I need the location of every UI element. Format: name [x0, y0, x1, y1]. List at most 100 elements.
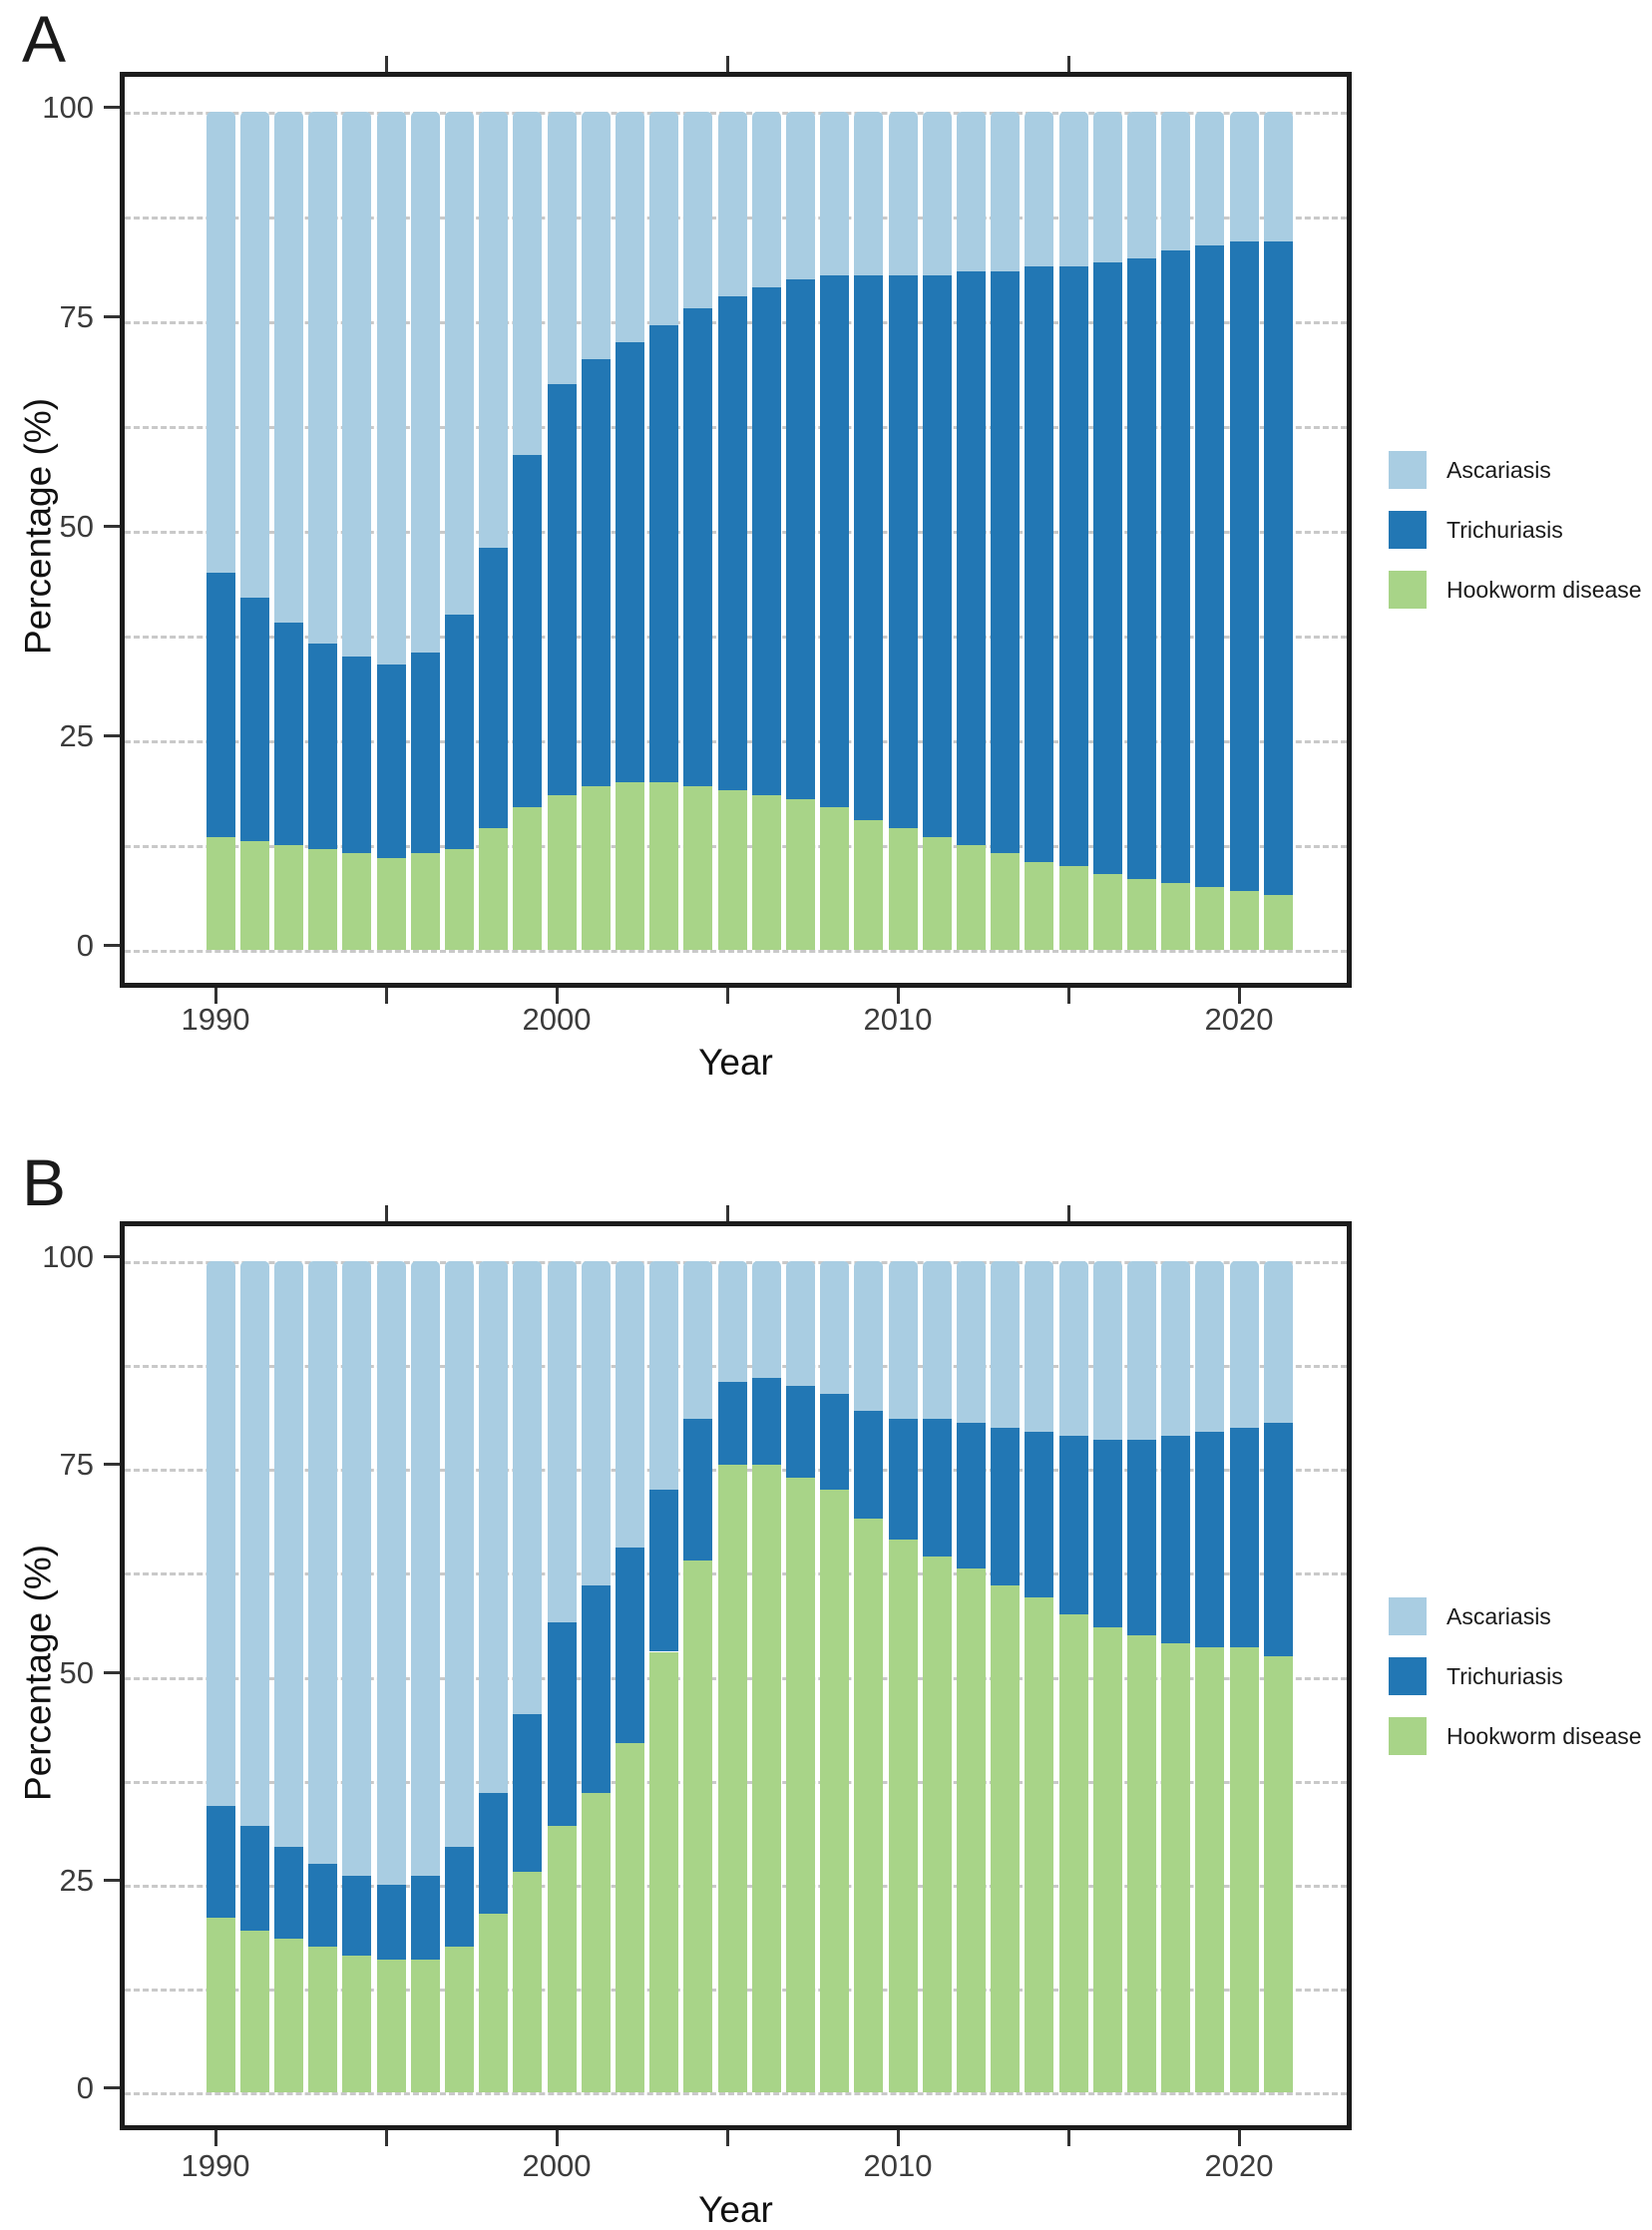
bar-segment-trichuriasis: [956, 270, 986, 845]
bar-segment-hookworm: [991, 853, 1021, 950]
bar-segment-trichuriasis: [1126, 258, 1156, 879]
bar-segment-ascariasis: [239, 1261, 269, 1827]
bar-segment-trichuriasis: [751, 287, 781, 795]
bar-segment-hookworm: [239, 1930, 269, 2092]
bar-segment-trichuriasis: [410, 652, 440, 854]
bar-segment-trichuriasis: [273, 623, 303, 845]
bar-segment-hookworm: [342, 853, 372, 950]
bar-segment-ascariasis: [922, 112, 952, 275]
bar-segment-hookworm: [547, 1826, 577, 2092]
bar-segment-trichuriasis: [717, 1381, 747, 1466]
bar-segment-hookworm: [1058, 866, 1088, 950]
bar-segment-hookworm: [956, 845, 986, 950]
legend-item-ascariasis: Ascariasis: [1389, 1597, 1648, 1637]
bar-segment-ascariasis: [820, 1261, 850, 1395]
bar-segment-trichuriasis: [785, 279, 815, 799]
bar-segment-hookworm: [479, 828, 509, 950]
bar-segment-hookworm: [206, 1918, 235, 2092]
bar-segment-hookworm: [1058, 1614, 1088, 2092]
bar-segment-hookworm: [273, 845, 303, 950]
bar-segment-ascariasis: [581, 112, 611, 359]
bar-segment-hookworm: [1092, 1626, 1122, 2092]
bar-segment-hookworm: [922, 836, 952, 950]
bar-segment-trichuriasis: [376, 665, 406, 858]
bar-segment-ascariasis: [683, 112, 713, 309]
y-axis-tick: [104, 1255, 120, 1258]
bar-segment-trichuriasis: [444, 615, 474, 850]
bar-segment-ascariasis: [854, 1261, 884, 1411]
bar-segment-trichuriasis: [513, 1713, 543, 1873]
bar-segment-hookworm: [717, 790, 747, 950]
bar-segment-hookworm: [649, 1651, 679, 2092]
y-axis-tick: [104, 1670, 120, 1674]
bar-segment-hookworm: [479, 1913, 509, 2092]
bar-segment-hookworm: [854, 819, 884, 950]
gridline-0: [125, 2092, 1347, 2095]
y-axis-tick: [104, 734, 120, 737]
bar-segment-hookworm: [1126, 1634, 1156, 2092]
bar-segment-hookworm: [683, 786, 713, 950]
bar-segment-hookworm: [854, 1519, 884, 2092]
bar-segment-hookworm: [751, 794, 781, 950]
bar-segment-ascariasis: [479, 112, 509, 548]
bar-segment-ascariasis: [308, 112, 338, 645]
bar-segment-ascariasis: [922, 1261, 952, 1420]
bar-segment-ascariasis: [956, 112, 986, 271]
legend-label-hookworm: Hookworm disease: [1446, 1723, 1642, 1749]
bar-segment-hookworm: [888, 1540, 918, 2092]
bar-segment-ascariasis: [751, 112, 781, 288]
bar-segment-trichuriasis: [820, 1394, 850, 1491]
y-tick-label: 0: [76, 2070, 94, 2105]
bar-segment-trichuriasis: [206, 1805, 235, 1919]
bar-segment-trichuriasis: [479, 547, 509, 829]
plot-area: [120, 1221, 1352, 2130]
bar-segment-ascariasis: [410, 1261, 440, 1877]
y-tick-label: 100: [42, 90, 94, 125]
bar-segment-ascariasis: [239, 112, 269, 599]
bar-segment-ascariasis: [717, 1261, 747, 1382]
legend-swatch-ascariasis: [1389, 451, 1427, 489]
bar-segment-ascariasis: [991, 1261, 1021, 1428]
bar-segment-hookworm: [342, 1955, 372, 2092]
plot-area: [120, 72, 1352, 988]
bar-segment-trichuriasis: [820, 274, 850, 808]
bar-segment-ascariasis: [206, 112, 235, 573]
x-tick-label: 2000: [522, 2148, 592, 2183]
bar-segment-hookworm: [1025, 861, 1054, 950]
legend-label-ascariasis: Ascariasis: [1446, 1603, 1551, 1629]
x-tick-label: 2010: [863, 1002, 933, 1037]
bar-segment-hookworm: [683, 1560, 713, 2092]
x-tick-label: 1990: [181, 1002, 250, 1037]
bar-segment-hookworm: [273, 1938, 303, 2092]
bar-segment-trichuriasis: [1092, 262, 1122, 875]
bar-segment-ascariasis: [410, 112, 440, 653]
y-tick-label: 25: [59, 718, 94, 753]
bar-segment-trichuriasis: [1229, 1427, 1259, 1648]
bar-segment-hookworm: [410, 1959, 440, 2092]
bar-segment-trichuriasis: [581, 1584, 611, 1794]
bar-segment-ascariasis: [581, 1261, 611, 1585]
panel-a-letter: A: [22, 2, 67, 76]
bar-segment-trichuriasis: [444, 1847, 474, 1948]
bar-segment-trichuriasis: [273, 1847, 303, 1939]
bar-segment-trichuriasis: [1058, 1435, 1088, 1615]
bar-segment-trichuriasis: [1229, 241, 1259, 892]
bar-segment-hookworm: [206, 836, 235, 950]
x-axis-tick: [214, 2130, 217, 2146]
bar-segment-hookworm: [308, 1947, 338, 2092]
x-axis-top-tick: [1067, 1205, 1070, 1221]
legend-item-trichuriasis: Trichuriasis: [1389, 511, 1648, 551]
bar-segment-hookworm: [785, 798, 815, 950]
y-axis-tick: [104, 525, 120, 528]
bar-segment-trichuriasis: [1025, 266, 1054, 862]
x-axis-tick: [556, 988, 559, 1004]
bar-segment-trichuriasis: [239, 598, 269, 841]
bar-segment-ascariasis: [785, 112, 815, 279]
x-tick-label: 2020: [1204, 2148, 1274, 2183]
bar-segment-ascariasis: [513, 1261, 543, 1714]
x-axis-tick: [726, 988, 729, 1004]
legend-label-ascariasis: Ascariasis: [1446, 457, 1551, 483]
bar-segment-hookworm: [513, 1872, 543, 2092]
bar-segment-ascariasis: [273, 112, 303, 624]
bar-segment-ascariasis: [1025, 1261, 1054, 1432]
